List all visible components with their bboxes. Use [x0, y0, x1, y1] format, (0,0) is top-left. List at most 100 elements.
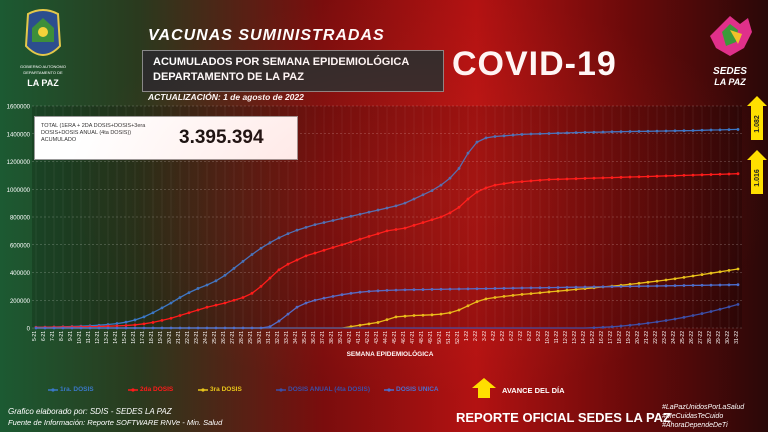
series-point-dose1 [124, 320, 128, 324]
x-axis-label: SEMANA EPIDEMIOLÓGICA [347, 349, 434, 358]
series-point-dose1 [682, 129, 686, 133]
x-tick-label: 22-21 [185, 331, 191, 344]
x-tick-label: 31-22 [734, 331, 740, 344]
series-point-dose1 [475, 140, 479, 144]
series-point-single [133, 326, 137, 330]
series-point-dose1 [403, 201, 407, 205]
series-point-dose3 [493, 296, 497, 299]
series-point-dose3 [628, 282, 632, 286]
avance-arrow-icon [472, 378, 496, 398]
series-point-dose3 [520, 293, 524, 296]
series-point-single [259, 326, 263, 330]
series-point-single [583, 285, 587, 289]
series-point-dose3 [637, 281, 641, 285]
series-point-dose2 [250, 291, 254, 295]
series-point-dose2 [457, 205, 461, 209]
series-point-single [250, 326, 254, 330]
footer-source: Fuente de Información: Reporte SOFTWARE … [8, 418, 223, 427]
series-point-single [349, 291, 353, 295]
series-point-dose1 [430, 189, 434, 193]
series-point-dose2 [583, 177, 587, 180]
series-point-dose1 [709, 128, 713, 132]
series-point-single [709, 283, 713, 287]
series-point-single [277, 319, 281, 323]
series-point-single [385, 288, 389, 292]
series-point-single [142, 326, 146, 330]
series-point-dose2 [367, 235, 371, 238]
series-point-dose2 [691, 173, 695, 177]
series-point-single [97, 326, 101, 330]
x-tick-label: 22-22 [653, 331, 659, 344]
x-tick-label: 17-21 [140, 331, 146, 344]
series-point-dose2 [133, 323, 137, 327]
series-point-single [115, 326, 119, 330]
series-point-single [637, 284, 641, 288]
series-point-annual [664, 319, 668, 322]
x-tick-label: 35-21 [302, 331, 308, 344]
series-point-single [241, 326, 245, 330]
x-tick-label: 27-22 [698, 331, 704, 344]
x-tick-label: 7-21 [50, 331, 56, 341]
series-point-single [106, 326, 110, 330]
x-tick-label: 18-22 [617, 331, 623, 344]
x-tick-label: 19-21 [158, 331, 164, 344]
series-point-single [61, 326, 65, 330]
series-point-dose1 [439, 183, 443, 187]
x-tick-label: 31-21 [266, 331, 272, 344]
series-point-annual [709, 310, 713, 313]
x-tick-label: 11-22 [554, 331, 560, 344]
x-tick-label: 15-22 [590, 331, 596, 344]
series-point-dose1 [628, 130, 632, 133]
series-point-dose2 [529, 179, 533, 183]
subtitle-line-1: ACUMULADOS POR SEMANA EPIDEMIOLÓGICA [153, 56, 410, 68]
legend-dose2: 2da DOSIS [140, 386, 174, 393]
series-point-single [52, 326, 56, 330]
series-point-dose1 [214, 279, 218, 283]
series-point-dose1 [565, 131, 569, 135]
x-tick-label: 10-22 [545, 331, 551, 344]
series-point-dose1 [664, 129, 668, 133]
series-point-dose1 [511, 133, 515, 137]
series-point-dose2 [628, 175, 632, 179]
series-point-single [565, 285, 569, 289]
series-point-dose2 [655, 174, 659, 178]
series-point-dose1 [241, 260, 245, 263]
series-point-dose2 [673, 174, 677, 178]
series-point-single [475, 287, 479, 291]
x-tick-label: 27-21 [230, 331, 236, 344]
series-point-dose1 [394, 204, 398, 208]
x-tick-label: 20-22 [635, 331, 641, 344]
series-point-dose3 [727, 269, 731, 272]
series-point-dose3 [394, 315, 398, 319]
series-point-dose2 [286, 262, 290, 266]
x-tick-label: 14-22 [581, 331, 587, 344]
series-point-dose2 [349, 240, 353, 244]
x-tick-label: 5-22 [500, 331, 506, 341]
series-point-dose1 [412, 197, 416, 201]
series-point-dose1 [142, 315, 146, 319]
series-point-dose2 [502, 182, 506, 186]
series-point-single [421, 288, 425, 291]
series-point-dose1 [376, 208, 380, 212]
update-date: ACTUALIZACIÓN: 1 de agosto de 2022 [148, 92, 304, 102]
series-point-dose3 [565, 288, 569, 292]
series-point-single [70, 326, 74, 330]
series-point-dose2 [556, 177, 560, 181]
series-point-dose3 [646, 280, 650, 284]
series-point-single [169, 326, 173, 330]
series-point-dose1 [691, 129, 695, 132]
series-point-dose3 [664, 278, 668, 282]
series-point-single [529, 286, 533, 290]
gobernacion-text-2: DEPARTAMENTO DE [23, 70, 63, 75]
x-tick-label: 15-21 [122, 331, 128, 344]
series-point-single [556, 286, 560, 289]
x-tick-label: 21-22 [644, 331, 650, 344]
series-point-dose1 [313, 223, 317, 227]
y-tick-label: 1000000 [7, 188, 31, 194]
series-point-single [403, 288, 407, 292]
series-point-dose2 [178, 314, 182, 317]
series-point-dose2 [565, 177, 569, 181]
series-point-single [601, 285, 605, 289]
legend-marker-single [387, 388, 391, 392]
gobernacion-text-1: GOBIERNO AUTONOMO [20, 64, 66, 69]
